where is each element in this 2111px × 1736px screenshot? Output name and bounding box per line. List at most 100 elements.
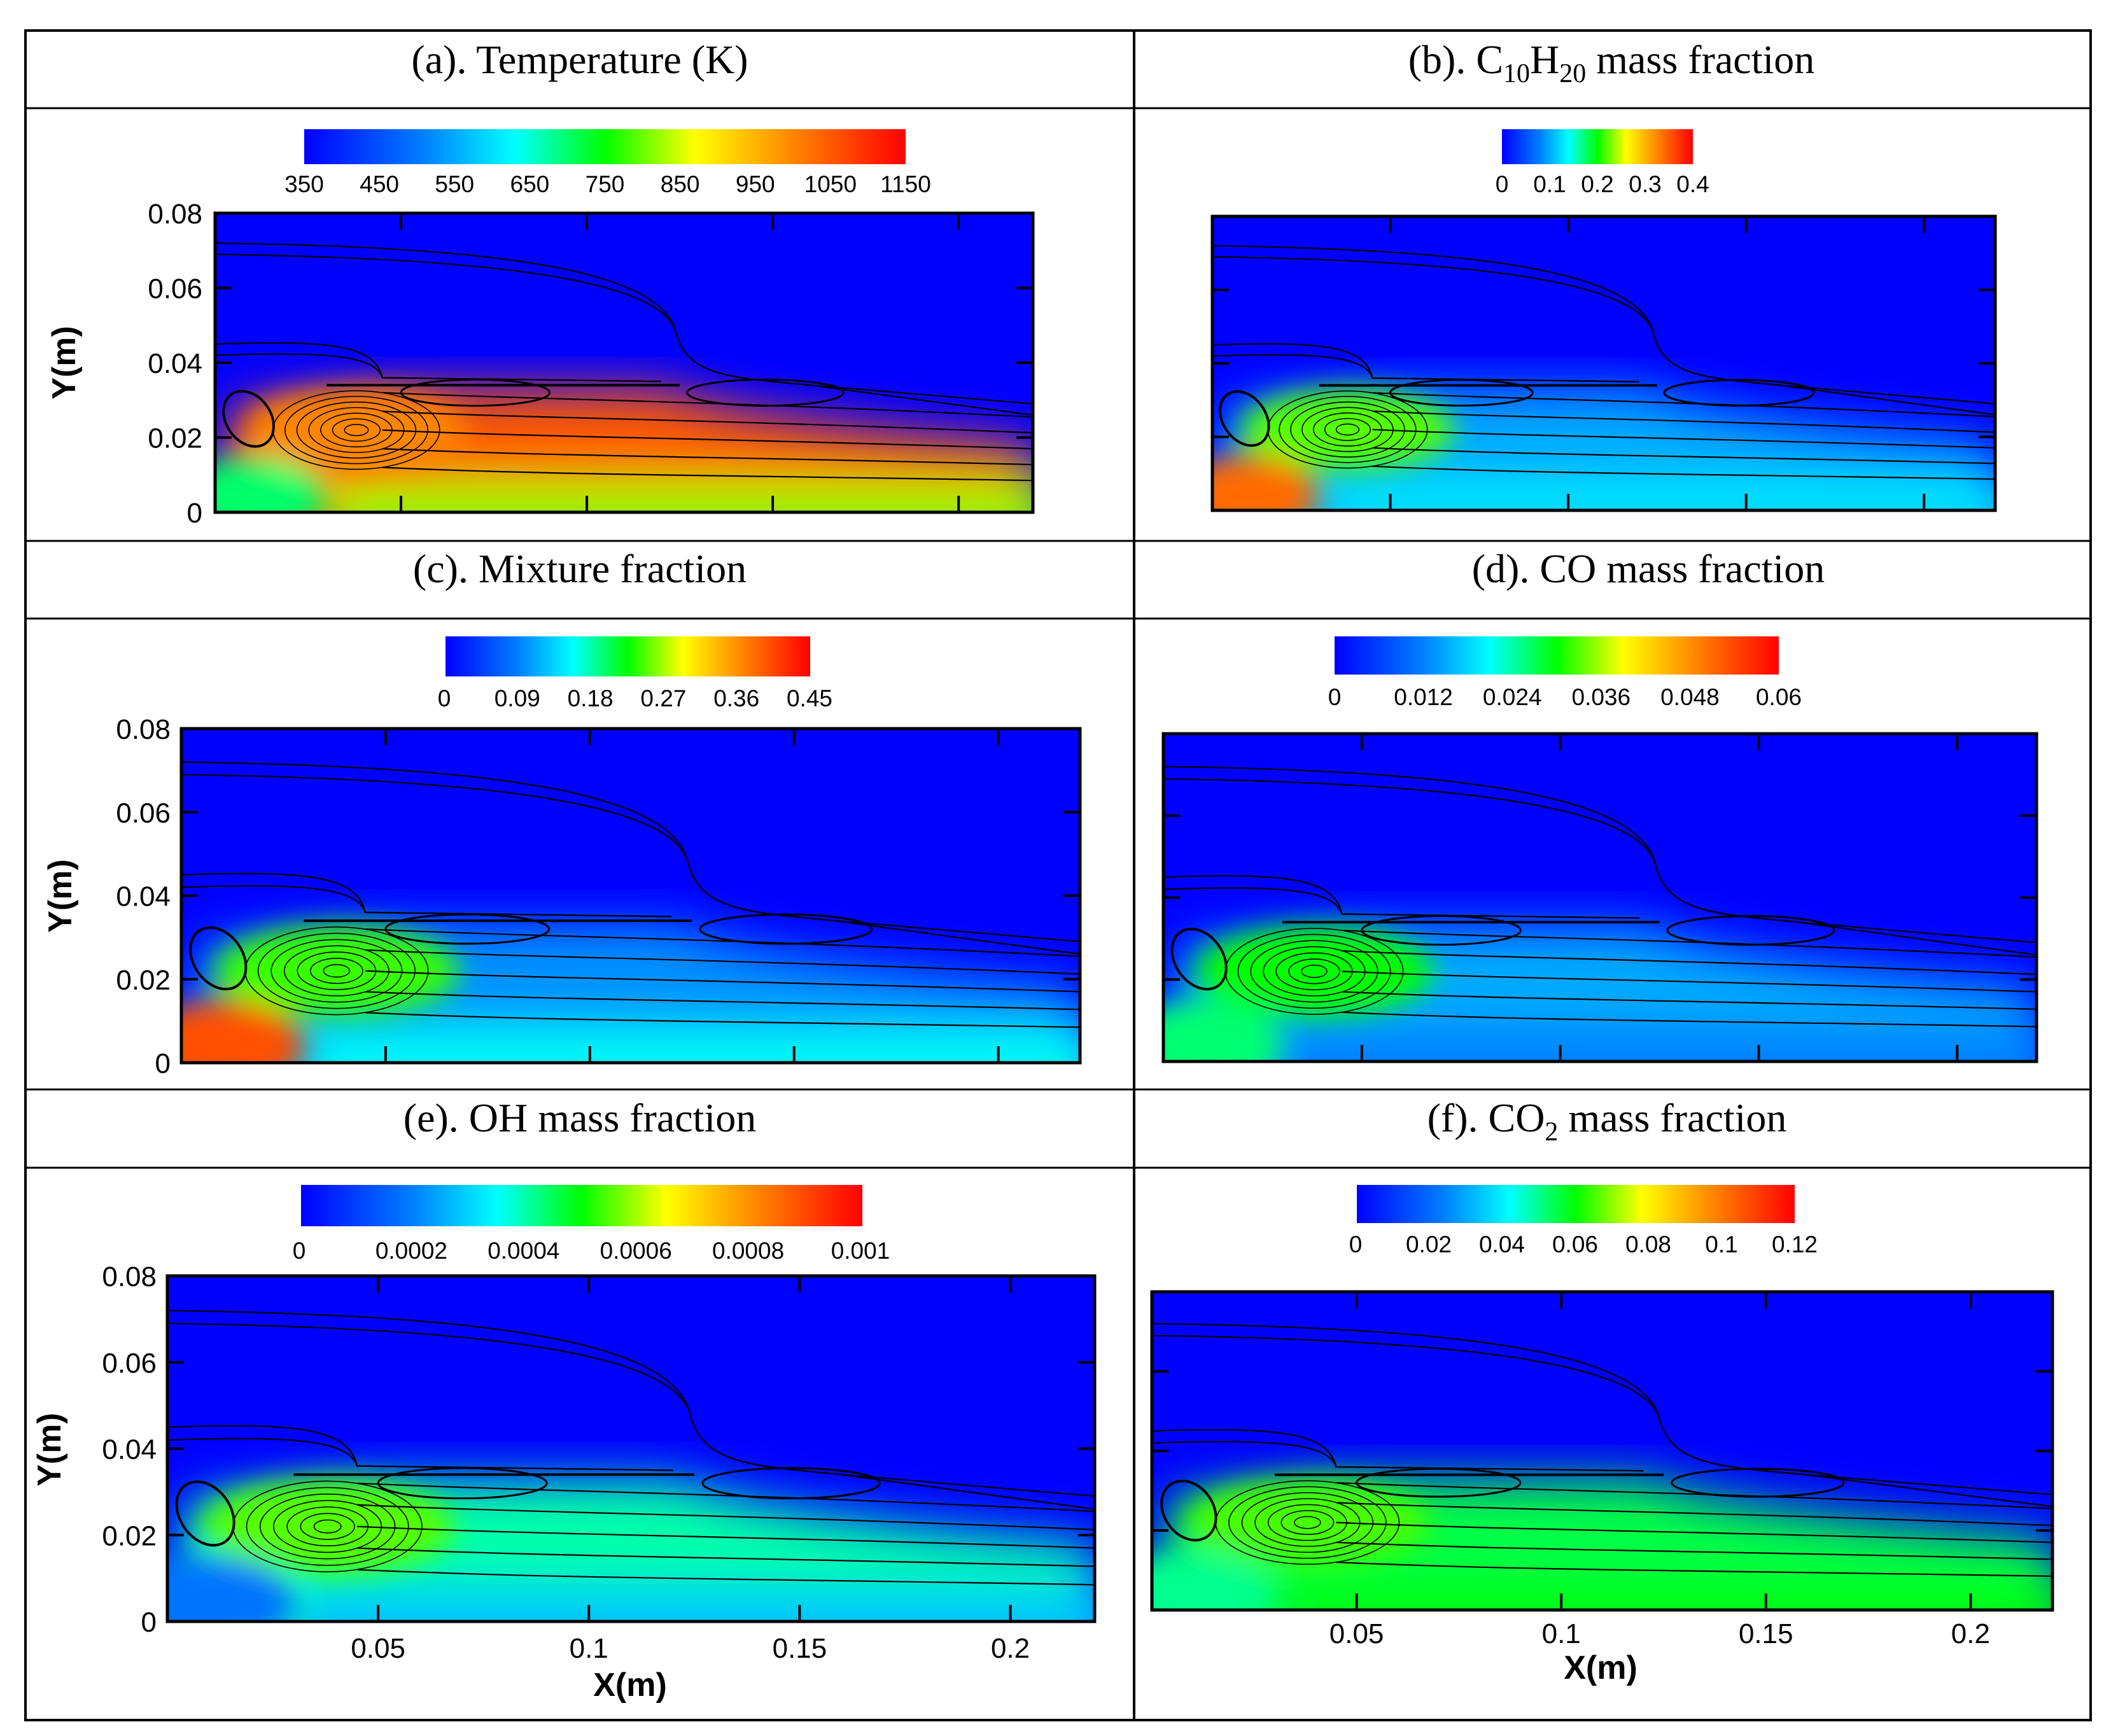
- streamline: [1336, 1481, 2052, 1509]
- contour-field: [1163, 734, 2037, 1061]
- streamline: [1163, 778, 2037, 956]
- x-tick-label: 0.05: [351, 1633, 405, 1664]
- axis-ticks: [181, 729, 1080, 1063]
- colorbar-tick-label: 0.4: [1676, 171, 1709, 197]
- panel-oh-mass-fraction: (e). OH mass fraction 0 0.0002 0.0004 0.000…: [31, 1095, 1097, 1704]
- colorbar-tick-label: 0.2: [1581, 171, 1613, 197]
- streamline: [1372, 392, 1995, 417]
- colorbar-tick-label: 850: [661, 171, 700, 197]
- streamline: [1342, 950, 2037, 976]
- panel-title: (f). CO2 mass fraction: [1427, 1095, 1787, 1147]
- colorbar-tick-label: 0.45: [787, 685, 832, 711]
- contour-field: [181, 729, 1080, 1063]
- contour-plot: [1150, 1290, 2054, 1612]
- colorbar-tick-label: 0.036: [1572, 684, 1631, 710]
- axis-ticks: [1152, 1292, 2052, 1610]
- y-tick-label: 0.02: [148, 423, 202, 454]
- vortex-streamline: [1290, 401, 1405, 458]
- contour-plot: [179, 727, 1082, 1065]
- streamline: [1212, 354, 1639, 382]
- colorbar-tick-label: 0.06: [1552, 1231, 1598, 1257]
- recirculation-bubble: [686, 378, 845, 407]
- colorbar-tick-label: 950: [736, 171, 775, 197]
- vortex-streamline: [297, 951, 377, 990]
- y-tick-labels: 0 0.02 0.04 0.06 0.08: [116, 714, 171, 1079]
- streamline: [215, 342, 661, 382]
- streamline: [1342, 1011, 2037, 1028]
- colorbar-tick-label: 0.012: [1394, 684, 1453, 710]
- vortex-streamline: [320, 412, 393, 447]
- vortex-streamline: [1215, 1480, 1400, 1565]
- streamline: [1372, 447, 1995, 465]
- panel-co-mass-fraction: (d). CO mass fraction 0 0.012 0.024 0.036 0.…: [1161, 546, 2038, 1063]
- streamline: [1342, 991, 2037, 1011]
- streamline: [1212, 256, 1995, 416]
- x-tick-label: 0.1: [570, 1633, 608, 1664]
- streamline: [365, 949, 1080, 975]
- contour-plot: [165, 1274, 1097, 1623]
- panel-title: (e). OH mass fraction: [403, 1095, 756, 1140]
- recirculation-bubble: [1361, 914, 1522, 946]
- streamlines: [1152, 1322, 2052, 1577]
- streamline: [1342, 970, 2037, 993]
- vortex-streamline: [257, 932, 416, 1009]
- streamline: [382, 410, 1033, 434]
- corner-vortex: [189, 926, 248, 991]
- colorbar-tick-label: 0.08: [1625, 1231, 1671, 1257]
- vortex-streamline: [1279, 396, 1417, 463]
- y-tick-label: 0: [141, 1607, 157, 1638]
- colorbar-tick-label: 1050: [804, 171, 857, 197]
- vortex-streamline: [1241, 1492, 1374, 1553]
- vortex-streamline: [1288, 958, 1340, 984]
- vortex-streamline: [1250, 940, 1378, 1003]
- vortex-streamline: [259, 1493, 396, 1560]
- streamline: [356, 1525, 1095, 1549]
- streamline: [382, 391, 1033, 418]
- vortex-streamline: [1254, 1498, 1361, 1547]
- colorbar-tick-label: 0: [1349, 1231, 1363, 1257]
- colorbar-ticks: 0 0.0002 0.0004 0.0006 0.0008 0.001: [293, 1238, 890, 1264]
- colorbar-tick-label: 0.0006: [600, 1238, 672, 1264]
- vortex-streamline: [1267, 1504, 1347, 1541]
- streamline: [1163, 875, 1640, 919]
- colorbar-tick-label: 0.0008: [712, 1238, 784, 1264]
- streamline: [167, 1438, 673, 1471]
- colorbar-tick-label: 0.024: [1483, 684, 1542, 710]
- contour-field: [167, 1276, 1095, 1621]
- vortex-streamline: [1312, 412, 1382, 447]
- y-tick-labels: 0 0.02 0.04 0.06 0.08: [148, 199, 202, 529]
- streamline: [382, 466, 1033, 482]
- y-axis-label: Y(m): [31, 1413, 68, 1487]
- colorbar-tick-label: 1150: [880, 171, 931, 197]
- vortex-streamline: [1267, 390, 1428, 469]
- streamline: [181, 872, 672, 918]
- vortex-streamline: [246, 1487, 409, 1566]
- colorbar-tick-label: 0: [438, 685, 451, 711]
- vortex-streamline: [332, 418, 381, 442]
- streamline: [215, 253, 1033, 416]
- contour-plot: [1210, 214, 1997, 512]
- axis-ticks: [1212, 216, 1995, 510]
- x-tick-label: 0.15: [773, 1633, 827, 1664]
- streamlines: [1163, 766, 2037, 1028]
- panel-co2-mass-fraction: (f). CO2 mass fraction 0 0.02 0.04 0.06 0.08…: [1150, 1095, 2054, 1686]
- recirculation-bubble: [699, 913, 873, 945]
- colorbar-tick-label: 0.1: [1533, 171, 1566, 197]
- y-tick-label: 0: [187, 498, 202, 529]
- vortex-streamline: [1237, 934, 1391, 1009]
- x-tick-labels: 0.05 0.1 0.15 0.2: [351, 1633, 1030, 1664]
- streamline: [215, 353, 661, 382]
- streamline: [382, 448, 1033, 466]
- x-tick-label: 0.1: [1542, 1618, 1581, 1649]
- inlet-jet-region: [181, 1000, 304, 1063]
- contour-plot: [1161, 732, 2038, 1063]
- colorbar-tick-label: 0: [293, 1238, 306, 1264]
- figure-frame: [24, 29, 2092, 1721]
- streamline: [1336, 1561, 2052, 1577]
- colorbar-tick-label: 0.36: [713, 685, 759, 711]
- colorbar-tick-label: 0.09: [494, 685, 540, 711]
- colorbar-tick-label: 0.048: [1660, 684, 1720, 710]
- y-tick-label: 0.02: [102, 1520, 157, 1551]
- streamline: [1152, 1429, 1643, 1472]
